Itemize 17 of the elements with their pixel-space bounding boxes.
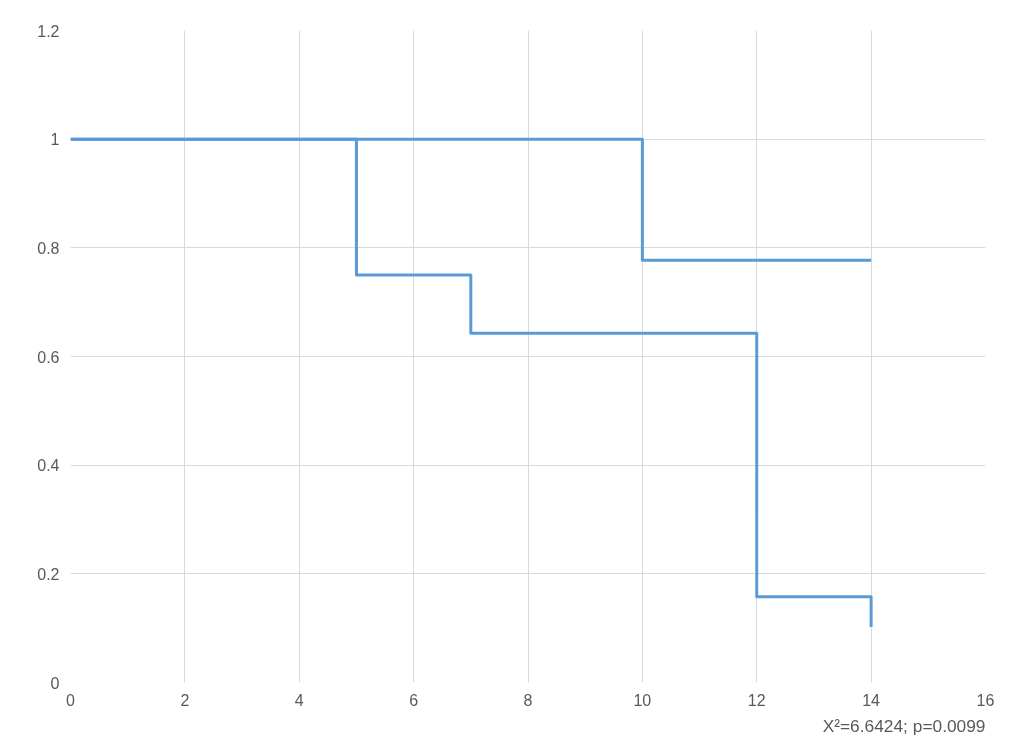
x-tick-label: 0: [66, 691, 76, 709]
y-tick-label: 1.2: [37, 22, 60, 40]
x-tick-label: 14: [862, 691, 881, 709]
x-tick-label: 2: [180, 691, 190, 709]
x-tick-label: 8: [523, 691, 533, 709]
x-tick-label: 10: [633, 691, 652, 709]
x-tick-label: 4: [294, 691, 304, 709]
y-tick-label: 0.4: [37, 457, 60, 475]
y-tick-label: 0.6: [37, 348, 60, 366]
y-tick-label: 0.8: [37, 239, 60, 257]
x-tick-label: 16: [976, 691, 995, 709]
text: X²=6.6424; p=0.0099: [822, 715, 986, 736]
y-tick-label: 1: [50, 131, 60, 149]
y-tick-label: 0: [50, 674, 60, 692]
x-tick-label: 6: [409, 691, 419, 709]
x-tick-label: 12: [747, 691, 766, 709]
y-tick-label: 0.2: [37, 565, 60, 583]
